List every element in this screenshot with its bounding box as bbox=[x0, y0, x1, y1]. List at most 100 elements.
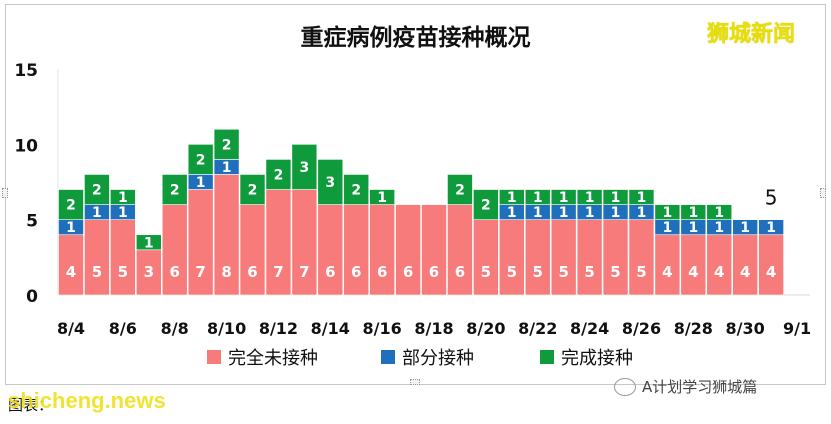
bar-data-label: 2 bbox=[274, 167, 284, 183]
bar-segment-full bbox=[628, 189, 655, 205]
resize-handle-left[interactable] bbox=[2, 188, 8, 198]
bar-data-label: 1 bbox=[559, 205, 569, 221]
bar-data-label: 1 bbox=[585, 190, 595, 206]
bar-data-label: 1 bbox=[663, 205, 673, 221]
resize-handle-bottom[interactable] bbox=[410, 379, 420, 385]
legend-label: 部分接种 bbox=[402, 348, 474, 369]
bar-data-label: 1 bbox=[766, 220, 776, 236]
footer-source: 图表： shicheng.news bbox=[8, 388, 166, 415]
bar-segment-full bbox=[187, 144, 214, 175]
bar-segment-full bbox=[680, 204, 707, 220]
bar-segment-unvaccinated bbox=[84, 219, 110, 296]
bar-data-label: 2 bbox=[455, 183, 465, 199]
bar-segment-unvaccinated bbox=[395, 204, 421, 296]
bar-segment-unvaccinated bbox=[135, 249, 162, 296]
bar-data-label: 1 bbox=[533, 190, 543, 206]
bar-data-label: 5 bbox=[118, 263, 128, 281]
bar-segment-full bbox=[84, 174, 110, 205]
bar-segment-unvaccinated bbox=[421, 204, 447, 296]
resize-handle-right[interactable] bbox=[820, 188, 826, 198]
x-tick-label: 8/12 bbox=[259, 319, 298, 338]
bar-data-label: 4 bbox=[688, 263, 698, 281]
y-tick-label: 5 bbox=[26, 212, 38, 232]
bar-data-label: 1 bbox=[559, 190, 569, 206]
source-prefix: 图表： bbox=[8, 396, 54, 414]
bar-data-label: 4 bbox=[662, 263, 672, 281]
bar-data-label: 1 bbox=[688, 205, 698, 221]
bar-data-label: 3 bbox=[299, 160, 309, 176]
x-tick-label: 8/10 bbox=[207, 319, 246, 338]
bar-segment-full bbox=[317, 159, 344, 205]
bar-data-label: 1 bbox=[196, 175, 206, 191]
x-tick-label: 8/6 bbox=[109, 319, 137, 338]
bar-data-label: 1 bbox=[118, 205, 128, 221]
bar-segment-full bbox=[343, 174, 370, 205]
bar-segment-partial bbox=[758, 219, 784, 236]
chart-title: 重症病例疫苗接种概况 bbox=[300, 25, 531, 51]
bar-data-label: 1 bbox=[66, 220, 76, 236]
bar-segment-unvaccinated bbox=[447, 204, 473, 296]
bar-data-label: 8 bbox=[221, 263, 231, 281]
bar-data-label: 1 bbox=[377, 190, 387, 206]
legend-label: 完全未接种 bbox=[228, 348, 318, 369]
bar-data-label: 2 bbox=[92, 183, 102, 199]
bar-segment-unvaccinated bbox=[110, 219, 136, 296]
bar-segment-unvaccinated bbox=[524, 219, 551, 296]
bar-data-label: 3 bbox=[325, 175, 335, 191]
bar-data-label: 5 bbox=[636, 263, 646, 281]
total-annotation: 5 bbox=[765, 186, 778, 210]
footer-account: A计划学习狮城篇 bbox=[614, 376, 757, 397]
bar-data-label: 1 bbox=[611, 205, 621, 221]
bar-data-label: 1 bbox=[663, 220, 673, 236]
bar-data-label: 1 bbox=[688, 220, 698, 236]
legend-label: 完成接种 bbox=[561, 348, 633, 369]
bar-data-label: 2 bbox=[222, 137, 232, 153]
bar-segment-unvaccinated bbox=[628, 219, 655, 296]
bar-segment-full bbox=[58, 189, 84, 220]
bar-data-label: 1 bbox=[714, 220, 724, 236]
bar-segment-unvaccinated bbox=[58, 234, 84, 296]
bar-data-label: 7 bbox=[299, 263, 309, 281]
bar-segment-unvaccinated bbox=[265, 189, 292, 296]
bar-data-label: 1 bbox=[507, 205, 517, 221]
bar-data-label: 5 bbox=[481, 263, 491, 281]
bar-segment-full bbox=[447, 174, 473, 205]
bar-data-label: 7 bbox=[273, 263, 283, 281]
bar-data-label: 2 bbox=[351, 183, 361, 199]
legend-swatch bbox=[381, 350, 395, 364]
bar-data-label: 4 bbox=[66, 263, 76, 281]
bar-segment-partial bbox=[732, 219, 758, 236]
x-tick-label: 8/26 bbox=[622, 319, 661, 338]
bar-data-label: 5 bbox=[558, 263, 568, 281]
x-tick-label: 8/14 bbox=[311, 319, 350, 338]
bar-segment-full bbox=[135, 234, 162, 251]
bar-data-label: 5 bbox=[610, 263, 620, 281]
bar-data-label: 1 bbox=[222, 160, 232, 176]
bar-data-label: 6 bbox=[325, 263, 335, 281]
bar-segment-unvaccinated bbox=[602, 219, 629, 296]
bar-segment-unvaccinated bbox=[291, 189, 318, 296]
bar-data-label: 6 bbox=[377, 263, 387, 281]
bar-data-label: 4 bbox=[740, 263, 750, 281]
bar-segment-unvaccinated bbox=[706, 234, 733, 296]
bar-data-label: 1 bbox=[637, 190, 647, 206]
bar-data-label: 5 bbox=[92, 263, 102, 281]
bar-segment-unvaccinated bbox=[369, 204, 395, 296]
x-tick-label: 8/16 bbox=[363, 319, 402, 338]
bar-segment-unvaccinated bbox=[680, 234, 707, 296]
bar-segment-full bbox=[706, 204, 733, 220]
legend-swatch bbox=[207, 350, 221, 364]
x-tick-label: 8/24 bbox=[570, 319, 609, 338]
bar-segment-full bbox=[654, 204, 681, 220]
wechat-icon bbox=[614, 377, 636, 396]
x-tick-label: 8/30 bbox=[726, 319, 765, 338]
x-tick-label: 9/1 bbox=[783, 319, 811, 338]
bar-segment-unvaccinated bbox=[343, 204, 370, 296]
bar-data-label: 6 bbox=[351, 263, 361, 281]
bar-data-label: 3 bbox=[144, 263, 154, 281]
bar-segment-unvaccinated bbox=[161, 204, 188, 296]
bar-segment-full bbox=[473, 189, 499, 220]
bar-segment-full bbox=[213, 128, 240, 160]
bar-data-label: 1 bbox=[118, 190, 128, 206]
